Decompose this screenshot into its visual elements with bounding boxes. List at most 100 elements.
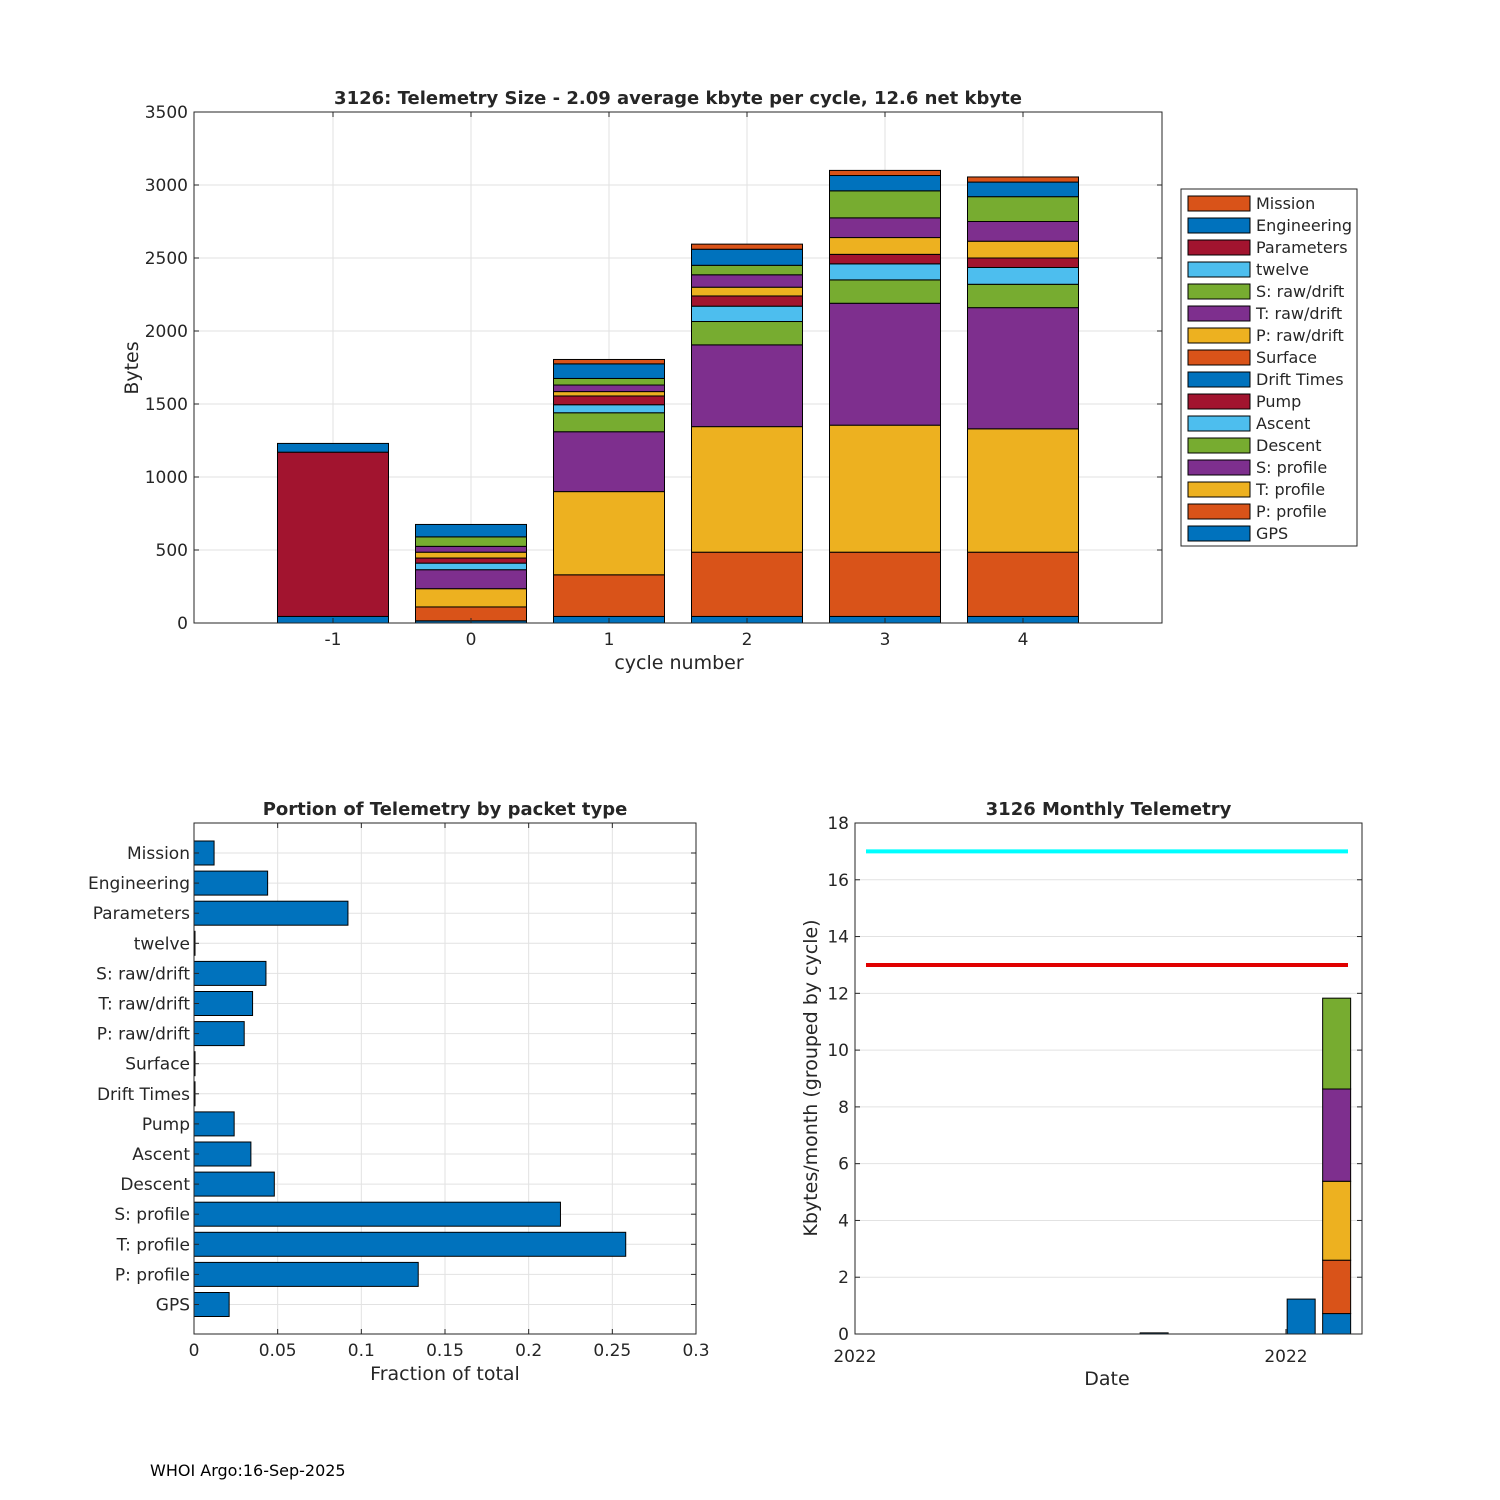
plot-frame <box>854 822 1363 1335</box>
legend-swatch <box>1187 525 1251 542</box>
legend-label: P: raw/drift <box>1256 326 1344 345</box>
x-tick-label: 0.05 <box>259 1341 297 1361</box>
legend-swatch <box>1187 459 1251 476</box>
legend-swatch <box>1187 481 1251 498</box>
legend-label: S: raw/drift <box>1256 282 1344 301</box>
y-tick-label: 12 <box>827 984 849 1004</box>
y-tick-label: 4 <box>838 1211 849 1231</box>
bar-segment <box>829 237 941 255</box>
legend-label: Descent <box>1256 436 1322 455</box>
y-tick-label: Drift Times <box>97 1085 190 1105</box>
y-tick-label: 18 <box>827 814 849 834</box>
monthly-bar-segment <box>1322 1180 1352 1261</box>
y-tick-label: T: profile <box>116 1235 190 1255</box>
bar-segment <box>691 286 803 297</box>
bar-segment <box>691 274 803 288</box>
legend-label: S: profile <box>1256 458 1327 477</box>
bar-segment <box>415 536 527 547</box>
bar-segment <box>829 263 941 281</box>
y-tick-label: Mission <box>127 844 190 864</box>
x-tick-label: 0.15 <box>426 1341 464 1361</box>
bar-segment <box>829 169 941 177</box>
legend-label: Mission <box>1256 194 1315 213</box>
x-tick-label: 2022 <box>833 1347 876 1367</box>
monthly-bar-segment <box>1322 1313 1352 1335</box>
x-tick-label: 0.2 <box>515 1341 542 1361</box>
y-axis-label: Bytes <box>121 341 143 394</box>
bar-segment <box>967 240 1079 259</box>
bar-segment <box>967 283 1079 309</box>
fraction-bar <box>193 1201 561 1227</box>
y-tick-label: twelve <box>134 934 190 954</box>
bar-segment <box>691 295 803 307</box>
bar-segment <box>829 253 941 265</box>
bar-segment <box>967 176 1079 183</box>
fraction-bar <box>193 1261 419 1287</box>
chart-title: 3126: Telemetry Size - 2.09 average kbyt… <box>334 88 1022 109</box>
bar-segment <box>829 279 941 304</box>
bar-segment <box>829 551 941 617</box>
y-tick-label: 16 <box>827 871 849 891</box>
bar-segment <box>691 321 803 346</box>
telemetry-size-chart: 0 500 1000 1500 2000 2500 3000 3500 -1 0 1 2 3 4 3126:… <box>121 88 1358 674</box>
fraction-bar <box>193 1021 245 1047</box>
bar-segment <box>415 523 527 538</box>
legend-swatch <box>1187 415 1251 432</box>
packet-type-portion-chart: 0 0.05 0.1 0.15 0.2 0.25 0.3 Mission Engineering… <box>88 799 710 1385</box>
bar-segment <box>967 551 1079 617</box>
x-axis-label: cycle number <box>614 652 743 674</box>
y-tick-label: 6 <box>838 1155 849 1175</box>
bar-segment <box>553 404 665 414</box>
bar-segment <box>415 569 527 590</box>
y-tick-label: 1500 <box>145 395 188 415</box>
fraction-bar <box>193 1292 230 1317</box>
y-tick-label: 0 <box>177 614 188 634</box>
monthly-bar-segment <box>1322 997 1352 1090</box>
legend-label: P: profile <box>1256 502 1327 521</box>
y-axis-label: Kbytes/month (grouped by cycle) <box>800 919 822 1236</box>
bar-segment <box>415 557 527 564</box>
legend-swatch <box>1187 239 1251 256</box>
legend-label: twelve <box>1256 260 1309 279</box>
legend-swatch <box>1187 349 1251 366</box>
y-tick-label: Descent <box>120 1175 190 1195</box>
legend-label: Surface <box>1256 348 1317 367</box>
bar-segment <box>967 257 1079 268</box>
bar-segment <box>553 412 665 433</box>
y-tick-label: 3500 <box>145 103 188 123</box>
monthly-bar-segment <box>1322 1088 1352 1182</box>
bar-segment <box>691 264 803 276</box>
monthly-telemetry-chart: 0 2 4 6 8 10 12 14 16 18 2022 2022 3126 Monthly Tele… <box>800 799 1363 1390</box>
fraction-bar <box>193 1141 252 1167</box>
legend-label: Engineering <box>1256 216 1352 235</box>
legend-label: Drift Times <box>1256 370 1344 389</box>
y-tick-label: 3000 <box>145 176 188 196</box>
x-tick-label: 1 <box>604 630 615 650</box>
bar-segment <box>829 424 941 553</box>
bar-segment <box>415 551 527 559</box>
plot-frame <box>193 111 1163 624</box>
legend-label: T: raw/drift <box>1255 304 1342 323</box>
footer-credit: WHOI Argo:16-Sep-2025 <box>150 1461 346 1480</box>
bar-segment <box>829 302 941 426</box>
bar-segment <box>415 562 527 571</box>
bar-segment <box>967 266 1079 285</box>
y-tick-label: 8 <box>838 1098 849 1118</box>
bar-segment <box>967 196 1079 222</box>
y-tick-label: P: raw/drift <box>97 1025 191 1045</box>
legend-swatch <box>1187 437 1251 454</box>
legend-swatch <box>1187 371 1251 388</box>
y-tick-label: 1000 <box>145 468 188 488</box>
bar-segment <box>691 305 803 323</box>
y-tick-label: Parameters <box>93 904 190 924</box>
bar-segment <box>553 491 665 576</box>
fraction-bar <box>193 960 267 986</box>
y-tick-label: GPS <box>156 1296 190 1316</box>
bar-segment <box>553 395 665 406</box>
y-tick-label: S: raw/drift <box>96 964 190 984</box>
legend-swatch <box>1187 195 1251 212</box>
y-tick-label: 10 <box>827 1041 849 1061</box>
bar-segment <box>829 190 941 219</box>
y-tick-label: Surface <box>125 1055 190 1075</box>
